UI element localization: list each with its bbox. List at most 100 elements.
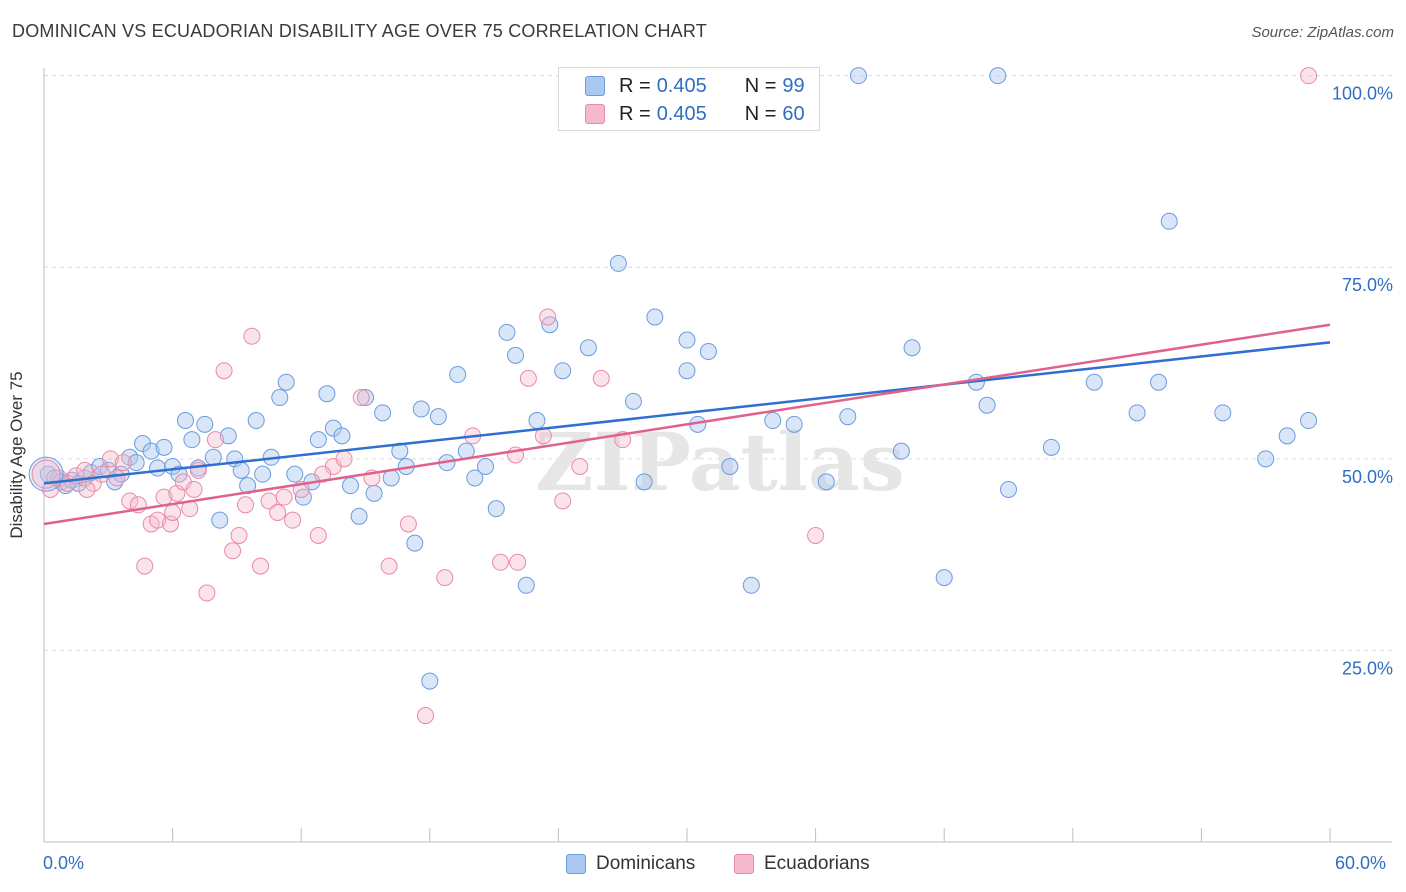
chart-title: DOMINICAN VS ECUADORIAN DISABILITY AGE O… bbox=[12, 21, 707, 41]
stats-legend: R = 0.405 N = 99 R = 0.405 N = 60 bbox=[558, 67, 820, 131]
bottom-legend-ecuadorians: Ecuadorians bbox=[734, 852, 870, 876]
legend-swatch-ecuadorians bbox=[585, 104, 605, 124]
data-point-ecuadorians bbox=[554, 492, 572, 510]
data-point-dominicans bbox=[1300, 412, 1318, 430]
data-point-dominicans bbox=[646, 308, 664, 326]
data-point-ecuadorians bbox=[164, 503, 182, 521]
data-point-dominicans bbox=[286, 465, 304, 483]
data-point-ecuadorians bbox=[269, 503, 287, 521]
data-point-dominicans bbox=[609, 254, 627, 272]
data-point-dominicans bbox=[989, 67, 1007, 85]
data-point-dominicans bbox=[247, 412, 265, 430]
data-point-ecuadorians bbox=[275, 488, 293, 506]
bottom-legend-swatch-dominicans bbox=[566, 854, 586, 874]
legend-n-value: 60 bbox=[782, 102, 805, 125]
data-point-dominicans bbox=[517, 576, 535, 594]
data-point-dominicans bbox=[374, 404, 392, 422]
data-point-ecuadorians bbox=[284, 511, 302, 529]
data-point-dominicans bbox=[1085, 373, 1103, 391]
trend-line-dominicans bbox=[43, 341, 1331, 485]
data-point-ecuadorians bbox=[380, 557, 398, 575]
legend-row-ecuadorians: R = 0.405 N = 60 bbox=[585, 101, 805, 127]
data-point-ecuadorians bbox=[136, 557, 154, 575]
data-point-ecuadorians bbox=[224, 542, 242, 560]
data-point-dominicans bbox=[1042, 438, 1060, 456]
watermark: ZIPatlas bbox=[535, 415, 905, 509]
data-point-ecuadorians bbox=[807, 526, 825, 544]
legend-n-value: 99 bbox=[782, 74, 805, 97]
data-point-dominicans bbox=[176, 412, 194, 430]
data-point-ecuadorians bbox=[1300, 67, 1318, 85]
data-point-dominicans bbox=[528, 412, 546, 430]
data-point-ecuadorians bbox=[121, 492, 139, 510]
data-point-ecuadorians bbox=[215, 362, 233, 380]
legend-row-dominicans: R = 0.405 N = 99 bbox=[585, 73, 805, 99]
data-point-dominicans bbox=[624, 392, 642, 410]
data-point-dominicans bbox=[365, 484, 383, 502]
data-point-dominicans bbox=[678, 362, 696, 380]
legend-r-value: 0.405 bbox=[656, 102, 707, 125]
data-point-ecuadorians bbox=[236, 496, 254, 514]
data-point-ecuadorians bbox=[314, 465, 332, 483]
data-point-dominicans bbox=[196, 415, 214, 433]
data-point-dominicans bbox=[487, 500, 505, 518]
data-point-dominicans bbox=[477, 457, 495, 475]
data-point-ecuadorians bbox=[149, 511, 167, 529]
data-point-dominicans bbox=[554, 362, 572, 380]
data-point-dominicans bbox=[892, 442, 910, 460]
data-point-dominicans bbox=[785, 415, 803, 433]
data-point-dominicans bbox=[429, 408, 447, 426]
data-point-dominicans bbox=[333, 427, 351, 445]
bottom-legend-label: Dominicans bbox=[596, 853, 696, 874]
y-tick-label: 100.0% bbox=[1332, 84, 1393, 104]
data-point-ecuadorians bbox=[230, 526, 248, 544]
data-point-dominicans bbox=[1150, 373, 1168, 391]
data-point-ecuadorians bbox=[185, 480, 203, 498]
data-point-dominicans bbox=[678, 331, 696, 349]
data-point-ecuadorians bbox=[492, 553, 510, 571]
bottom-legend-swatch-ecuadorians bbox=[734, 854, 754, 874]
data-point-ecuadorians bbox=[114, 454, 132, 472]
x-max-label: 60.0% bbox=[1335, 853, 1387, 873]
data-point-ecuadorians bbox=[93, 465, 111, 483]
data-point-dominicans bbox=[412, 400, 430, 418]
data-point-dominicans bbox=[204, 448, 222, 466]
y-axis-title: Disability Age Over 75 bbox=[7, 371, 26, 539]
data-point-dominicans bbox=[1160, 212, 1178, 230]
legend-swatch-dominicans bbox=[585, 76, 605, 96]
legend-n-label: N = bbox=[744, 102, 777, 125]
data-point-dominicans bbox=[935, 569, 953, 587]
data-point-dominicans bbox=[254, 465, 272, 483]
data-point-dominicans bbox=[699, 343, 717, 361]
data-point-dominicans bbox=[635, 473, 653, 491]
data-point-dominicans bbox=[127, 454, 145, 472]
x-min-label: 0.0% bbox=[43, 853, 85, 873]
data-point-dominicans bbox=[318, 385, 336, 403]
data-point-dominicans bbox=[357, 389, 374, 407]
data-point-dominicans bbox=[271, 389, 289, 407]
data-point-dominicans bbox=[406, 534, 424, 552]
data-point-dominicans bbox=[232, 461, 250, 479]
data-point-dominicans bbox=[183, 431, 201, 449]
data-point-ecuadorians bbox=[243, 327, 261, 345]
y-tick-label: 50.0% bbox=[1342, 467, 1393, 487]
data-point-dominicans bbox=[817, 473, 835, 491]
data-point-ecuadorians bbox=[571, 457, 589, 475]
data-point-dominicans bbox=[903, 339, 921, 357]
data-point-dominicans bbox=[978, 396, 996, 414]
data-point-ecuadorians bbox=[539, 308, 557, 326]
data-point-dominicans bbox=[764, 412, 782, 430]
data-point-ecuadorians bbox=[108, 469, 126, 487]
data-point-ecuadorians bbox=[399, 515, 417, 533]
data-point-dominicans bbox=[466, 469, 484, 487]
data-point-dominicans bbox=[309, 431, 327, 449]
data-point-dominicans bbox=[1278, 427, 1296, 445]
data-point-dominicans bbox=[498, 323, 516, 341]
data-point-ecuadorians bbox=[206, 431, 224, 449]
legend-r-value: 0.405 bbox=[656, 74, 707, 97]
data-point-ecuadorians bbox=[519, 369, 537, 387]
data-point-ecuadorians bbox=[78, 480, 96, 498]
data-point-dominicans bbox=[1000, 480, 1017, 498]
data-point-ecuadorians bbox=[198, 584, 216, 602]
